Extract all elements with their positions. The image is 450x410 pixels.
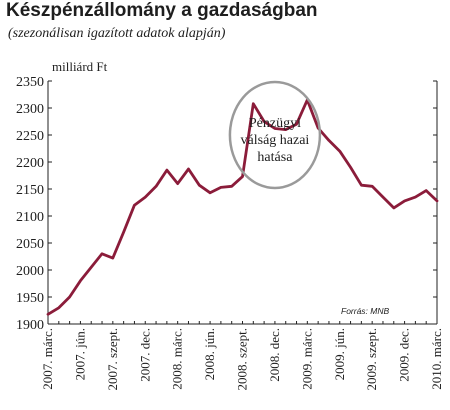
x-tick-label: 2009. jún. (332, 328, 347, 380)
y-axis-label: milliárd Ft (52, 59, 108, 74)
data-point (252, 102, 255, 105)
data-point (327, 139, 330, 142)
x-axis-ticks: 2007. márc. 2007. jún. 2007. szept. 2007. d… (40, 321, 444, 390)
series (46, 98, 439, 316)
y-tick-label: 2200 (16, 156, 44, 171)
y-tick-label: 1900 (16, 318, 44, 333)
data-point (133, 204, 136, 207)
y-axis-ticks: 1900 1950 2000 2050 2100 2150 2200 2250 2300 2350 (16, 75, 437, 333)
data-point (436, 199, 438, 202)
data-point (349, 166, 352, 169)
x-tick-label: 2007. márc. (40, 328, 55, 390)
data-point (403, 199, 406, 202)
data-point (79, 279, 82, 282)
data-point (425, 189, 428, 192)
source-note: Forrás: MNB (341, 306, 390, 316)
x-tick-label: 2007. szept. (105, 328, 120, 390)
data-point (155, 185, 158, 188)
x-tick-label: 2007. jún. (72, 328, 87, 380)
data-point (122, 231, 125, 234)
data-point (198, 184, 201, 187)
x-tick-label: 2009. márc. (299, 328, 314, 390)
data-point (101, 252, 104, 255)
data-point (176, 182, 179, 185)
data-point (273, 127, 276, 130)
data-point (144, 196, 147, 199)
x-tick-label: 2009. szept. (364, 328, 379, 390)
y-tick-label: 1950 (16, 291, 44, 306)
y-tick-label: 2000 (16, 264, 44, 279)
data-point (284, 128, 287, 131)
x-tick-label: 2007. dec. (137, 328, 152, 382)
data-point (241, 175, 244, 178)
annotation-ellipse (228, 80, 322, 190)
data-point (47, 313, 49, 316)
data-point (414, 196, 417, 199)
annotation-text: Pénzügyi (249, 116, 301, 131)
x-tick-label: 2008. jún. (202, 328, 217, 380)
data-point (57, 306, 60, 309)
data-point (295, 123, 298, 126)
data-point (90, 266, 93, 269)
data-point (392, 206, 395, 209)
y-tick-label: 2050 (16, 237, 44, 252)
data-point (165, 169, 168, 172)
y-tick-label: 2100 (16, 210, 44, 225)
annotation-text: hatása (257, 150, 293, 165)
data-point (381, 196, 384, 199)
data-point (187, 168, 190, 171)
data-point (263, 120, 266, 123)
y-tick-label: 2250 (16, 129, 44, 144)
data-point (219, 186, 222, 189)
annotation: Pénzügyi válság hazai hatása (228, 80, 322, 190)
chart-title: Készpénzállomány a gazdaságban (6, 0, 318, 21)
annotation-text: válság hazai (241, 133, 310, 148)
data-point (360, 184, 363, 187)
y-tick-label: 2150 (16, 183, 44, 198)
data-point (230, 185, 233, 188)
y-tick-label: 2300 (16, 102, 44, 117)
x-tick-label: 2008. márc. (170, 328, 185, 390)
x-tick-label: 2010. márc. (429, 328, 444, 390)
y-tick-label: 2350 (16, 75, 44, 90)
chart-subtitle: (szezonálisan igazított adatok alapján) (8, 26, 226, 41)
x-tick-label: 2008. szept. (235, 328, 250, 390)
data-point (68, 296, 71, 298)
data-point (338, 150, 341, 153)
data-point (209, 191, 212, 194)
axes (47, 81, 438, 325)
data-point (371, 185, 374, 188)
x-tick-label: 2008. dec. (267, 328, 282, 382)
x-tick-label: 2009. dec. (397, 328, 412, 382)
data-point (111, 257, 114, 260)
